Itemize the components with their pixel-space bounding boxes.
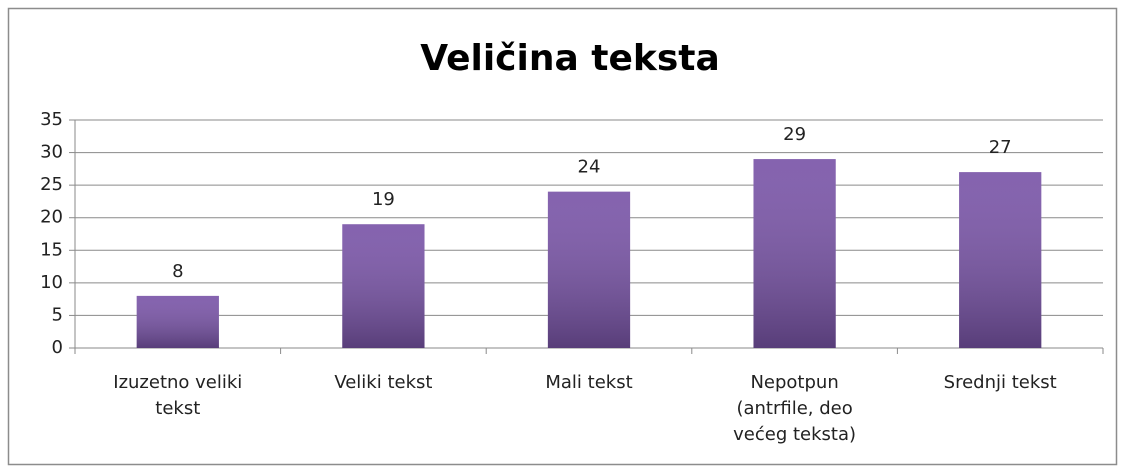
bar-shade: [136, 295, 219, 348]
x-tick-label: Mali tekst: [545, 372, 633, 393]
y-tick-label: 10: [40, 272, 63, 293]
bar-shade: [547, 191, 631, 348]
bar-shade: [342, 224, 425, 348]
value-label: 8: [172, 261, 183, 282]
bar-shade: [959, 172, 1042, 348]
y-tick-label: 15: [40, 239, 63, 260]
value-label: 27: [989, 137, 1012, 158]
x-tick-label: Veliki tekst: [334, 372, 433, 393]
chart-title: Veličina teksta: [420, 38, 720, 79]
y-tick-label: 0: [52, 337, 63, 358]
value-label: 24: [578, 157, 601, 178]
bar-shade: [753, 159, 836, 348]
x-tick-label: Nepotpun (antrfile, deo većeg teksta): [733, 372, 857, 445]
x-tick-label: Srednji tekst: [943, 372, 1057, 393]
y-tick-label: 35: [40, 109, 63, 130]
value-label: 29: [783, 124, 806, 145]
y-tick-label: 20: [40, 207, 63, 228]
x-tick-label: Izuzetno veliki tekst: [113, 372, 243, 419]
y-tick-label: 30: [40, 142, 63, 163]
value-label: 19: [372, 189, 395, 210]
y-tick-label: 5: [52, 304, 63, 325]
y-tick-label: 25: [40, 174, 63, 195]
